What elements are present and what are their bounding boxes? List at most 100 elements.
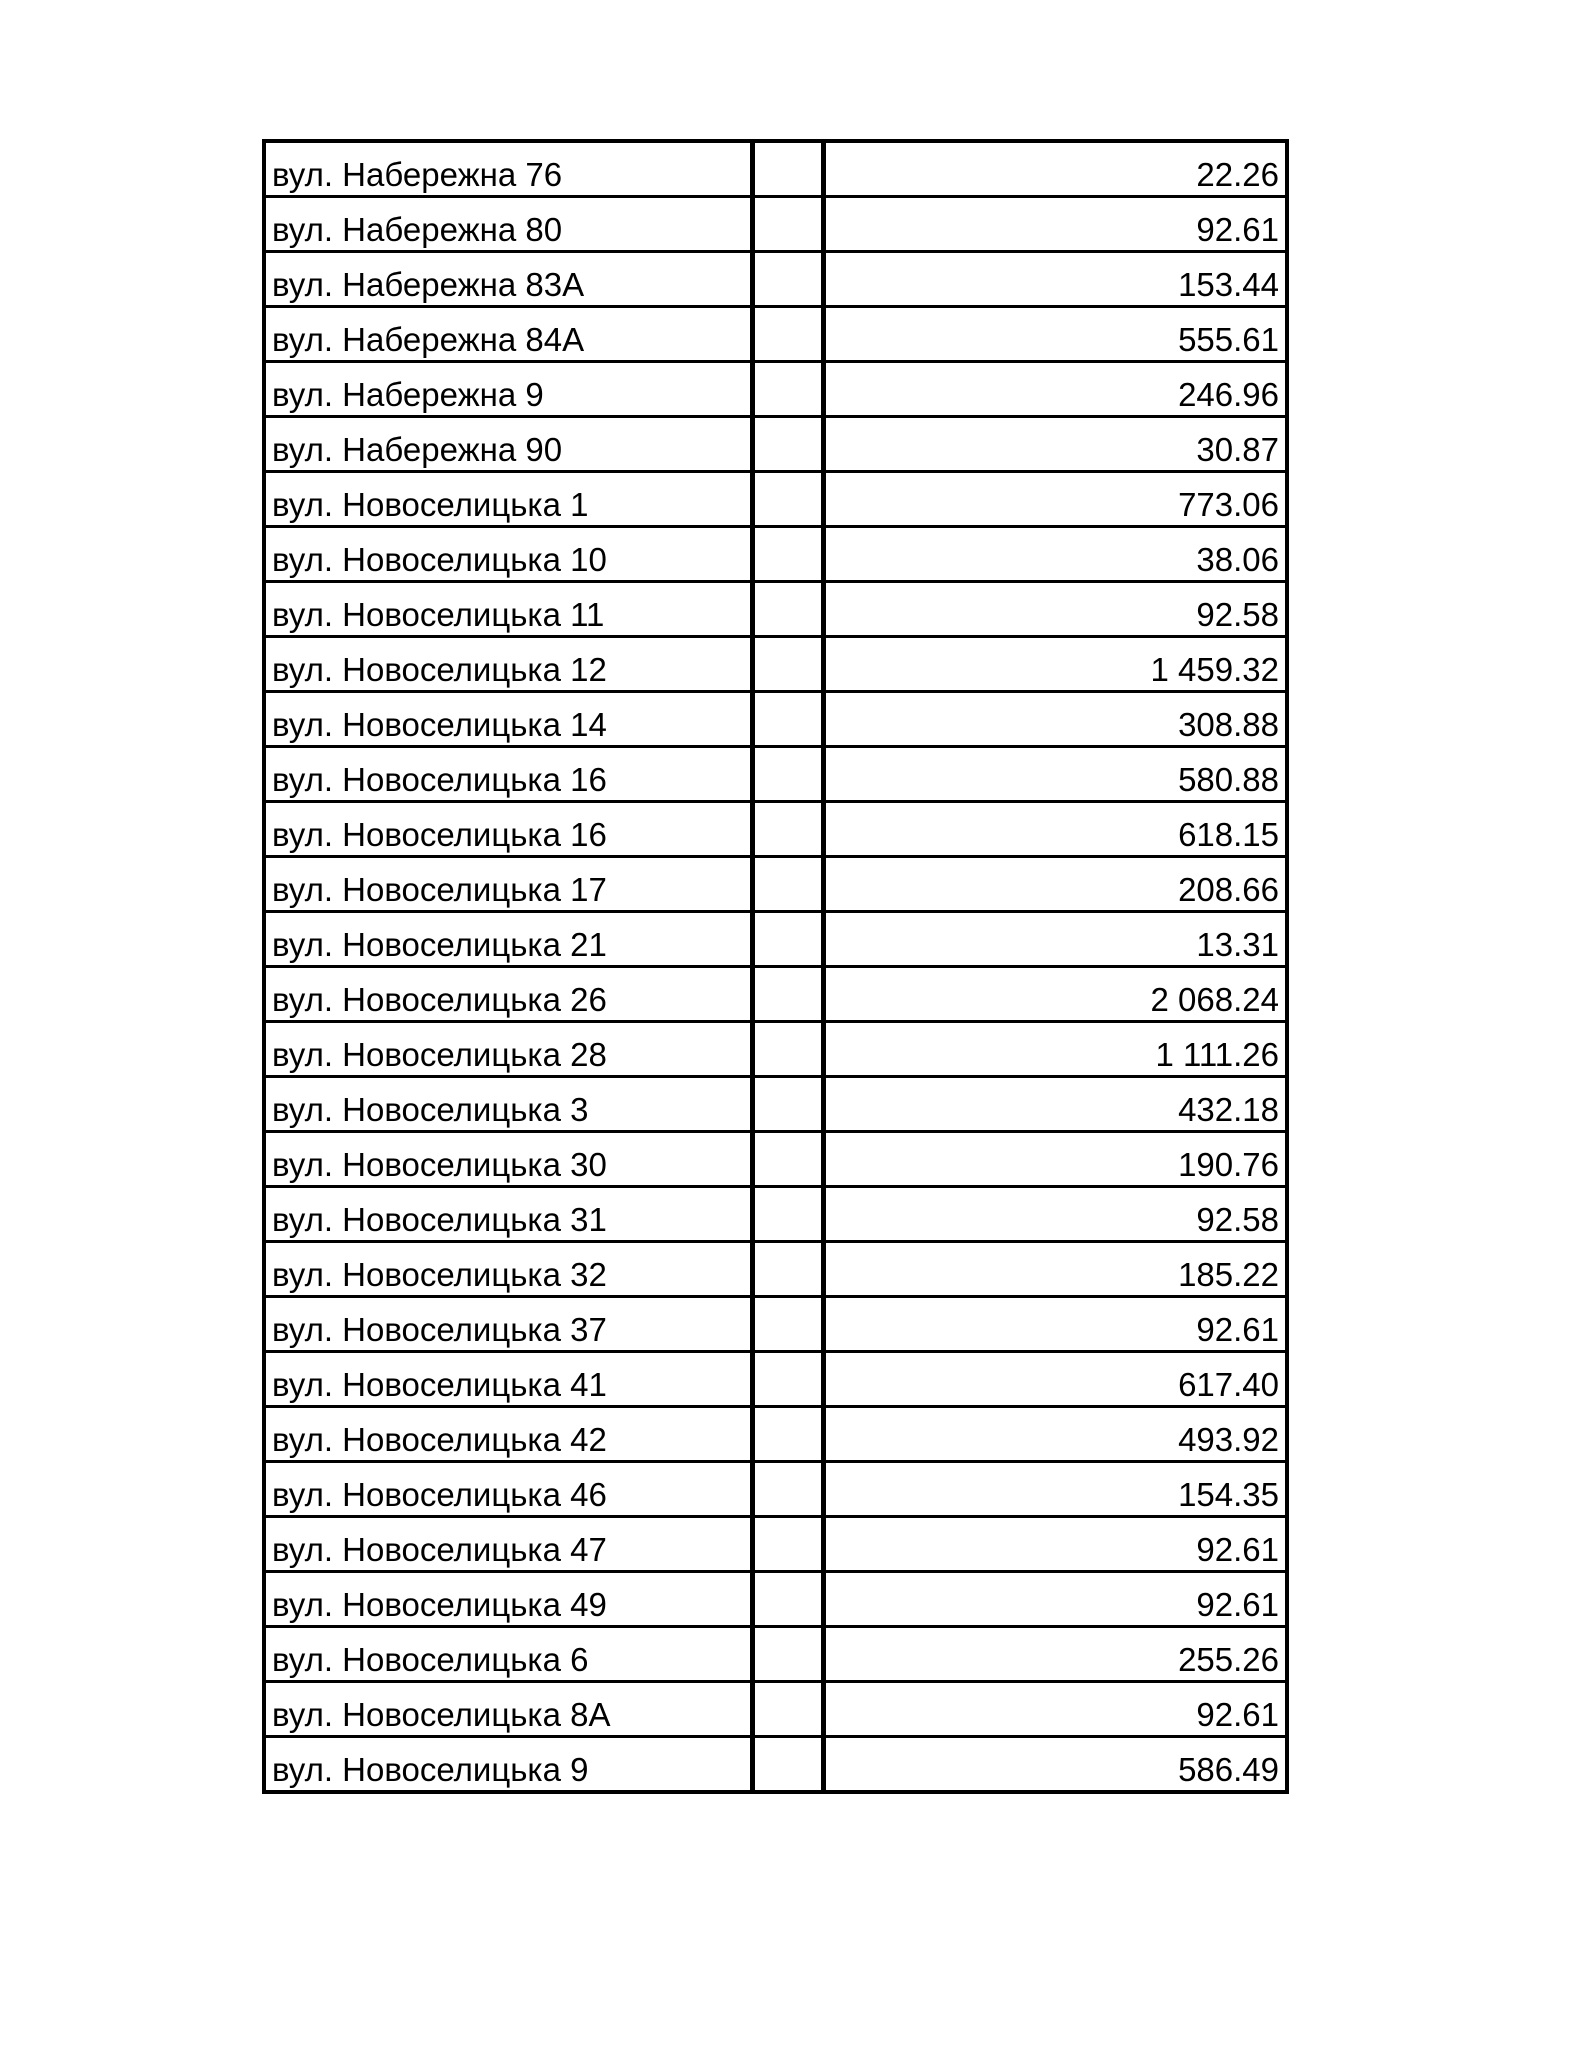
table-row: вул. Новоселицька 1 773.06	[262, 470, 1289, 528]
empty-cell	[750, 855, 826, 913]
table-row: вул. Новоселицька 16 618.15	[262, 800, 1289, 858]
table-row: вул. Новоселицька 32 185.22	[262, 1240, 1289, 1298]
value-cell: 92.61	[822, 1295, 1289, 1353]
address-cell: вул. Новоселицька 42	[262, 1405, 754, 1463]
table-row: вул. Новоселицька 10 38.06	[262, 525, 1289, 583]
value-cell: 308.88	[822, 690, 1289, 748]
empty-cell	[750, 580, 826, 638]
value-cell: 92.61	[822, 1515, 1289, 1573]
address-cell: вул. Набережна 90	[262, 415, 754, 473]
address-cell: вул. Новоселицька 49	[262, 1570, 754, 1628]
address-cell: вул. Новоселицька 47	[262, 1515, 754, 1573]
empty-cell	[750, 139, 826, 198]
value-cell: 1 459.32	[822, 635, 1289, 693]
empty-cell	[750, 1185, 826, 1243]
value-cell: 586.49	[822, 1735, 1289, 1794]
address-cell: вул. Новоселицька 10	[262, 525, 754, 583]
address-cell: вул. Набережна 9	[262, 360, 754, 418]
value-cell: 92.61	[822, 195, 1289, 253]
value-cell: 185.22	[822, 1240, 1289, 1298]
value-cell: 580.88	[822, 745, 1289, 803]
empty-cell	[750, 1240, 826, 1298]
value-cell: 153.44	[822, 250, 1289, 308]
address-cell: вул. Новоселицька 16	[262, 745, 754, 803]
table-row: вул. Новоселицька 47 92.61	[262, 1515, 1289, 1573]
address-cell: вул. Новоселицька 46	[262, 1460, 754, 1518]
empty-cell	[750, 1460, 826, 1518]
address-cell: вул. Новоселицька 32	[262, 1240, 754, 1298]
table-row: вул. Набережна 90 30.87	[262, 415, 1289, 473]
table-row: вул. Новоселицька 16 580.88	[262, 745, 1289, 803]
empty-cell	[750, 525, 826, 583]
value-cell: 190.76	[822, 1130, 1289, 1188]
value-cell: 92.58	[822, 580, 1289, 638]
value-cell: 30.87	[822, 415, 1289, 473]
value-cell: 773.06	[822, 470, 1289, 528]
table-row: вул. Новоселицька 37 92.61	[262, 1295, 1289, 1353]
table-row: вул. Новоселицька 26 2 068.24	[262, 965, 1289, 1023]
address-cell: вул. Новоселицька 31	[262, 1185, 754, 1243]
table-row: вул. Новоселицька 11 92.58	[262, 580, 1289, 638]
table-row: вул. Новоселицька 30 190.76	[262, 1130, 1289, 1188]
value-cell: 555.61	[822, 305, 1289, 363]
table-row: вул. Новоселицька 14 308.88	[262, 690, 1289, 748]
empty-cell	[750, 690, 826, 748]
table-row: вул. Новоселицька 28 1 111.26	[262, 1020, 1289, 1078]
empty-cell	[750, 250, 826, 308]
address-cell: вул. Новоселицька 14	[262, 690, 754, 748]
address-cell: вул. Новоселицька 28	[262, 1020, 754, 1078]
empty-cell	[750, 305, 826, 363]
address-cell: вул. Новоселицька 17	[262, 855, 754, 913]
address-cell: вул. Новоселицька 30	[262, 1130, 754, 1188]
table-row: вул. Новоселицька 42 493.92	[262, 1405, 1289, 1463]
empty-cell	[750, 1515, 826, 1573]
address-cell: вул. Новоселицька 8А	[262, 1680, 754, 1738]
address-cell: вул. Новоселицька 16	[262, 800, 754, 858]
table-row: вул. Новоселицька 17 208.66	[262, 855, 1289, 913]
empty-cell	[750, 360, 826, 418]
table-body: вул. Набережна 76 22.26 вул. Набережна 80 9…	[262, 139, 1289, 1794]
table-row: вул. Новоселицька 9 586.49	[262, 1735, 1289, 1794]
address-cell: вул. Набережна 80	[262, 195, 754, 253]
value-cell: 246.96	[822, 360, 1289, 418]
table-row: вул. Новоселицька 46 154.35	[262, 1460, 1289, 1518]
empty-cell	[750, 195, 826, 253]
address-cell: вул. Новоселицька 3	[262, 1075, 754, 1133]
value-cell: 255.26	[822, 1625, 1289, 1683]
table-row: вул. Набережна 76 22.26	[262, 139, 1289, 198]
address-cell: вул. Набережна 83А	[262, 250, 754, 308]
value-cell: 92.58	[822, 1185, 1289, 1243]
table-row: вул. Новоселицька 41 617.40	[262, 1350, 1289, 1408]
empty-cell	[750, 1735, 826, 1794]
table-row: вул. Новоселицька 8А 92.61	[262, 1680, 1289, 1738]
address-cell: вул. Новоселицька 26	[262, 965, 754, 1023]
table-row: вул. Набережна 80 92.61	[262, 195, 1289, 253]
table-row: вул. Набережна 83А 153.44	[262, 250, 1289, 308]
value-cell: 617.40	[822, 1350, 1289, 1408]
address-cell: вул. Новоселицька 37	[262, 1295, 754, 1353]
value-cell: 1 111.26	[822, 1020, 1289, 1078]
empty-cell	[750, 1130, 826, 1188]
empty-cell	[750, 1075, 826, 1133]
value-cell: 432.18	[822, 1075, 1289, 1133]
empty-cell	[750, 1295, 826, 1353]
address-cell: вул. Новоселицька 1	[262, 470, 754, 528]
value-cell: 92.61	[822, 1570, 1289, 1628]
value-cell: 154.35	[822, 1460, 1289, 1518]
empty-cell	[750, 1680, 826, 1738]
value-cell: 208.66	[822, 855, 1289, 913]
table-row: вул. Набережна 9 246.96	[262, 360, 1289, 418]
value-cell: 22.26	[822, 139, 1289, 198]
value-cell: 92.61	[822, 1680, 1289, 1738]
empty-cell	[750, 1570, 826, 1628]
empty-cell	[750, 1625, 826, 1683]
table-row: вул. Новоселицька 49 92.61	[262, 1570, 1289, 1628]
empty-cell	[750, 470, 826, 528]
table-row: вул. Новоселицька 6 255.26	[262, 1625, 1289, 1683]
address-value-table: вул. Набережна 76 22.26 вул. Набережна 80 9…	[262, 139, 1289, 1794]
address-cell: вул. Новоселицька 21	[262, 910, 754, 968]
table-row: вул. Набережна 84А 555.61	[262, 305, 1289, 363]
empty-cell	[750, 1020, 826, 1078]
empty-cell	[750, 745, 826, 803]
empty-cell	[750, 635, 826, 693]
